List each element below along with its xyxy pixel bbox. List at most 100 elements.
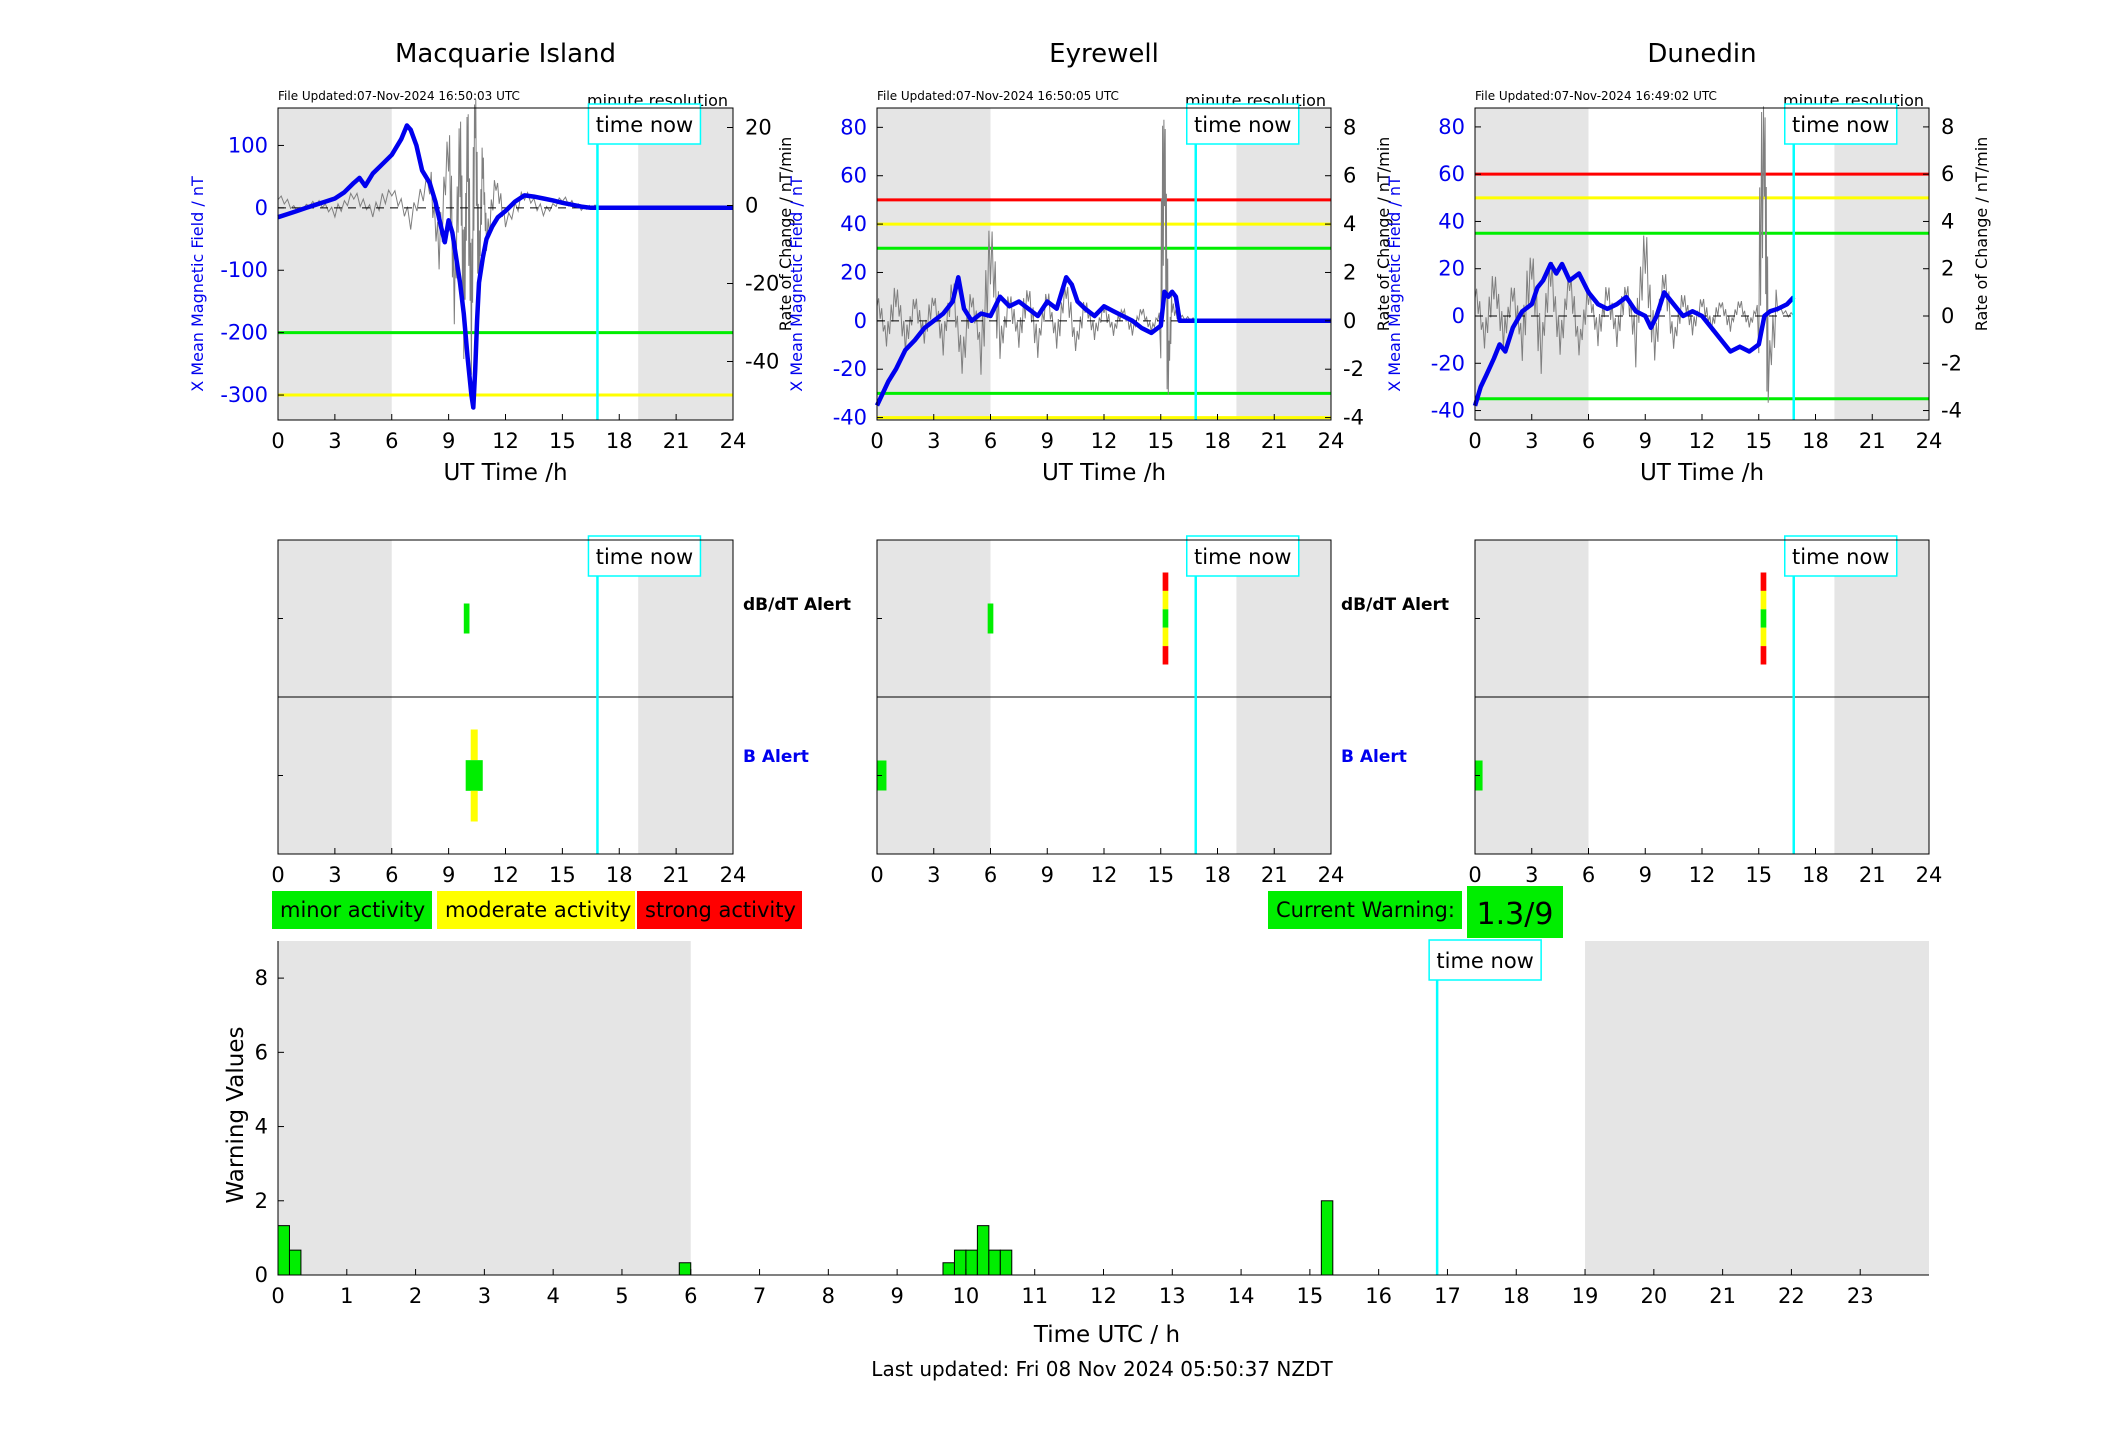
- dunedin-alert-x-tick-9: 9: [1639, 863, 1652, 887]
- dunedin-x-tick-9: 9: [1639, 429, 1652, 453]
- dunedin-x-tick-21: 21: [1859, 429, 1886, 453]
- dunedin-y-left-tick-60: 60: [1438, 162, 1465, 186]
- warning-x-tick-2: 2: [409, 1284, 422, 1308]
- macquarie-island-b-alert-0-0: [470, 729, 478, 761]
- eyrewell-alert-x-tick-15: 15: [1147, 863, 1174, 887]
- eyrewell-alert-time-now-label: time now: [1194, 545, 1291, 569]
- macquarie-island-x-tick-24: 24: [720, 429, 747, 453]
- macquarie-island-x-tick-21: 21: [663, 429, 690, 453]
- warning-x-tick-16: 16: [1365, 1284, 1392, 1308]
- dunedin-alert-x-tick-18: 18: [1802, 863, 1829, 887]
- eyrewell-time-now-label: time now: [1194, 113, 1291, 137]
- warning-x-tick-23: 23: [1847, 1284, 1874, 1308]
- dunedin-rate-of-change-line: [1474, 106, 1795, 403]
- current-warning-value: 1.3/9: [1477, 897, 1554, 932]
- eyrewell-alert-x-tick-18: 18: [1204, 863, 1231, 887]
- dunedin-y-right-axis-label: Rate of Change / nT/min: [1972, 137, 1991, 332]
- eyrewell-x-tick-6: 6: [984, 429, 997, 453]
- bottom-x-axis-label: Time UTC / h: [1033, 1322, 1180, 1348]
- eyrewell-alert-x-tick-0: 0: [870, 863, 883, 887]
- warning-bar-9: [1320, 1200, 1334, 1276]
- dunedin-y-left-tick--40: -40: [1431, 399, 1465, 423]
- dunedin-y-right-tick-6: 6: [1941, 162, 1954, 186]
- eyrewell-y-left-axis-label: X Mean Magnetic Field / nT: [787, 176, 806, 392]
- macquarie-island-dbdt-alert-label: dB/dT Alert: [743, 595, 851, 615]
- dunedin-x-tick-15: 15: [1745, 429, 1772, 453]
- eyrewell-y-left-tick--40: -40: [833, 406, 867, 430]
- macquarie-island-x-tick-6: 6: [385, 429, 398, 453]
- eyrewell-x-tick-0: 0: [870, 429, 883, 453]
- dunedin-alert-chart: time now 0 3 6 9 12 15 18 21 24: [1468, 535, 1943, 887]
- warning-bar-4: [953, 1249, 967, 1276]
- eyrewell-station-title: Eyrewell: [1049, 39, 1159, 69]
- legend-minor-label: minor activity: [280, 898, 425, 922]
- eyrewell-field-chart: Eyrewell File Updated:07-Nov-2024 16:50:0…: [787, 39, 1393, 486]
- macquarie-island-alert-x-tick-3: 3: [328, 863, 341, 887]
- eyrewell-time-now-box: [1185, 103, 1300, 145]
- dunedin-y-right-tick--2: -2: [1941, 351, 1962, 375]
- macquarie-island-y-left-tick-100: 100: [228, 133, 268, 157]
- warning-x-tick-11: 11: [1021, 1284, 1048, 1308]
- macquarie-island-alert-x-tick-21: 21: [663, 863, 690, 887]
- dunedin-x-tick-0: 0: [1468, 429, 1481, 453]
- warning-x-tick-1: 1: [340, 1284, 353, 1308]
- eyrewell-alert-time-now-box: [1185, 535, 1300, 577]
- warning-x-tick-0: 0: [271, 1284, 284, 1308]
- eyrewell-x-tick-21: 21: [1261, 429, 1288, 453]
- warning-x-tick-3: 3: [478, 1284, 491, 1308]
- macquarie-island-y-right-tick-20: 20: [745, 116, 772, 140]
- warning-bar-1: [288, 1249, 302, 1276]
- warning-y-tick-0: 0: [255, 1263, 268, 1287]
- warning-bar-5: [965, 1249, 978, 1276]
- dunedin-x-axis-label: UT Time /h: [1640, 460, 1764, 486]
- dunedin-dbdt-alert-0-2: [1760, 609, 1767, 628]
- eyrewell-dbdt-alert-1-4: [1162, 646, 1169, 665]
- eyrewell-x-tick-24: 24: [1318, 429, 1345, 453]
- warning-x-tick-10: 10: [953, 1284, 980, 1308]
- dunedin-alert-x-tick-6: 6: [1582, 863, 1595, 887]
- warning-x-tick-21: 21: [1709, 1284, 1736, 1308]
- warning-x-tick-17: 17: [1434, 1284, 1461, 1308]
- dunedin-alert-x-tick-0: 0: [1468, 863, 1481, 887]
- dunedin-field-line: [1472, 261, 1796, 407]
- warning-x-tick-4: 4: [546, 1284, 559, 1308]
- eyrewell-x-tick-9: 9: [1041, 429, 1054, 453]
- eyrewell-dbdt-alert-1-1: [1162, 590, 1169, 610]
- dunedin-alert-time-now-label: time now: [1792, 545, 1889, 569]
- warning-x-tick-6: 6: [684, 1284, 697, 1308]
- eyrewell-alert-chart: time now 0 3 6 9 12 15 18 21 24 dB/dT Alert B Alert: [870, 535, 1449, 887]
- macquarie-island-alert-x-tick-0: 0: [271, 863, 284, 887]
- eyrewell-dbdt-alert-1-0: [1162, 572, 1169, 591]
- warning-time-now-box: [1428, 939, 1542, 981]
- eyrewell-y-right-tick--2: -2: [1343, 357, 1364, 381]
- eyrewell-alert-x-tick-12: 12: [1091, 863, 1118, 887]
- dunedin-x-tick-24: 24: [1916, 429, 1943, 453]
- dunedin-y-left-tick-0: 0: [1452, 304, 1465, 328]
- macquarie-island-alert-x-tick-24: 24: [720, 863, 747, 887]
- eyrewell-y-right-tick-0: 0: [1343, 309, 1356, 333]
- dunedin-y-right-tick-4: 4: [1941, 209, 1954, 233]
- dunedin-x-tick-6: 6: [1582, 429, 1595, 453]
- dunedin-time-now-label: time now: [1792, 113, 1889, 137]
- macquarie-island-y-right-tick-0: 0: [745, 194, 758, 218]
- warning-x-tick-14: 14: [1228, 1284, 1255, 1308]
- dunedin-alert-x-tick-24: 24: [1916, 863, 1943, 887]
- legend-strong-swatch: [637, 891, 802, 929]
- warning-time-now-label: time now: [1436, 949, 1533, 973]
- eyrewell-y-right-axis-label: Rate of Change / nT/min: [1374, 137, 1393, 332]
- eyrewell-alert-x-tick-24: 24: [1318, 863, 1345, 887]
- dunedin-alert-time-now-box: [1783, 535, 1898, 577]
- macquarie-island-alert-time-now-box: [587, 535, 702, 577]
- eyrewell-x-tick-18: 18: [1204, 429, 1231, 453]
- dunedin-alert-x-tick-3: 3: [1525, 863, 1538, 887]
- dunedin-y-left-tick--20: -20: [1431, 351, 1465, 375]
- eyrewell-x-tick-3: 3: [927, 429, 940, 453]
- warning-x-tick-22: 22: [1778, 1284, 1805, 1308]
- macquarie-island-alert-time-now-label: time now: [596, 545, 693, 569]
- warning-x-tick-19: 19: [1572, 1284, 1599, 1308]
- macquarie-island-field-line: [277, 123, 733, 410]
- macquarie-island-b-alert-0-1: [465, 760, 483, 791]
- legend-moderate-swatch: [437, 891, 635, 929]
- eyrewell-b-alert-label: B Alert: [1341, 747, 1407, 767]
